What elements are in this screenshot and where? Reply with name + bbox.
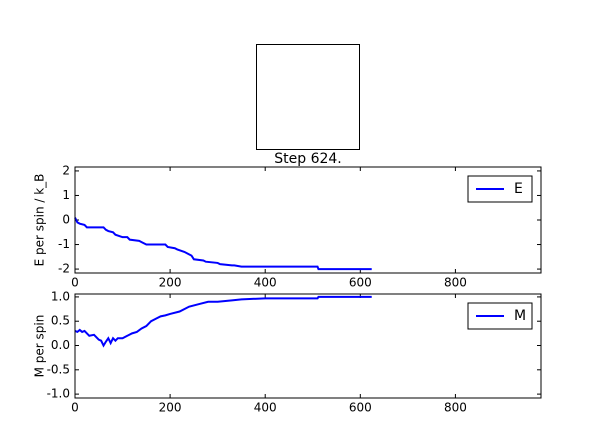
lattice-image [256,44,360,150]
legend-label: M [514,308,526,324]
x-tick-label: 800 [444,401,467,415]
x-tick-label: 200 [159,401,182,415]
y-tick-label: 2 [62,163,70,177]
x-tick-label: 400 [254,401,277,415]
axes-frame [74,166,542,274]
y-tick-label: 1.0 [51,289,70,303]
x-tick-label: 600 [349,276,372,290]
legend-label: E [514,181,523,197]
y-tick-label: 1 [62,188,70,202]
y-tick-label: -2 [58,262,70,276]
axes-frame [74,293,542,399]
x-tick-label: 400 [254,276,277,290]
x-tick-label: 200 [159,276,182,290]
y-tick-label: -0.5 [47,362,70,376]
y-tick-label: 0.5 [51,314,70,328]
plot-area [75,167,541,273]
x-tick-label: 600 [349,401,372,415]
data-line [74,217,372,271]
y-tick-label: 0 [62,213,70,227]
data-line [74,295,372,348]
x-tick-label: 0 [71,276,79,290]
y-tick-label: -1 [58,237,70,251]
y-axis-label: E per spin / k_B [33,174,47,267]
x-tick-label: 0 [71,401,79,415]
x-tick-label: 800 [444,276,467,290]
chart-title: Step 624. [274,151,342,167]
y-tick-label: -1.0 [47,387,70,401]
plot-area [75,294,541,398]
y-axis-label: M per spin [33,315,47,378]
y-tick-label: 0.0 [51,338,70,352]
